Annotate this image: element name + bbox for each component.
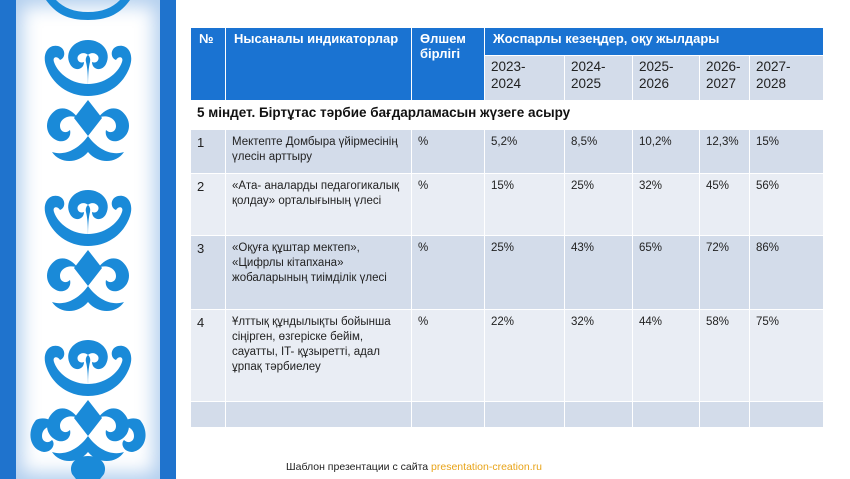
row-indicator: «Оқуға құштар мектеп», «Цифрлы кітапхана… <box>225 235 412 310</box>
table-row: 3 «Оқуға құштар мектеп», «Цифрлы кітапха… <box>190 235 825 310</box>
empty-cell <box>699 401 750 428</box>
ornament-panel <box>16 0 160 479</box>
row-value: 10,2% <box>632 129 700 174</box>
row-number: 4 <box>190 309 226 402</box>
row-value: 12,3% <box>699 129 750 174</box>
empty-row <box>190 401 825 428</box>
row-value: 5,2% <box>484 129 565 174</box>
header-number: № <box>190 27 226 101</box>
table-header-row: № Нысаналы индикаторлар Өлшем бірлігі Жо… <box>190 27 825 101</box>
row-value: 22% <box>484 309 565 402</box>
row-value: 8,5% <box>564 129 633 174</box>
header-periods: Жоспарлы кезеңдер, оқу жылдары <box>483 27 825 56</box>
row-indicator: Мектепте Домбыра үйірмесінің үлесін артт… <box>225 129 412 174</box>
row-unit: % <box>411 235 485 310</box>
footer-text: Шаблон презентации с сайта <box>286 461 429 473</box>
table-row: 4 Ұлттық құндылықты бойынша сіңірген, өз… <box>190 309 825 402</box>
row-value: 58% <box>699 309 750 402</box>
task-title: 5 міндет. Біртұтас тәрбие бағдарламасын … <box>189 100 825 130</box>
row-value: 43% <box>564 235 633 310</box>
row-value: 32% <box>632 173 700 236</box>
header-unit: Өлшем бірлігі <box>411 27 485 101</box>
footer-link[interactable]: presentation-creation.ru <box>431 461 542 473</box>
empty-cell <box>411 401 485 428</box>
left-decor-band <box>0 0 176 479</box>
year-cell: 2024- 2025 <box>564 55 633 101</box>
row-value: 65% <box>632 235 700 310</box>
empty-cell <box>484 401 565 428</box>
years-row: 2023- 2024 2024- 2025 2025- 2026 2026- 2… <box>191 55 825 101</box>
row-indicator: «Ата- аналарды педагогикалық қолдау» орт… <box>225 173 412 236</box>
table-row: 2 «Ата- аналарды педагогикалық қолдау» о… <box>190 173 825 236</box>
task-row: 5 міндет. Біртұтас тәрбие бағдарламасын … <box>189 100 825 130</box>
header-indicators: Нысаналы индикаторлар <box>225 27 412 101</box>
empty-cell <box>748 401 825 428</box>
indicators-table: № Нысаналы индикаторлар Өлшем бірлігі Жо… <box>189 27 825 428</box>
row-value: 86% <box>748 235 825 310</box>
empty-cell <box>190 401 226 428</box>
row-value: 75% <box>748 309 825 402</box>
row-unit: % <box>411 173 485 236</box>
empty-cell <box>564 401 633 428</box>
kazakh-ornament-icon <box>30 0 146 479</box>
row-value: 25% <box>564 173 633 236</box>
row-indicator: Ұлттық құндылықты бойынша сіңірген, өзге… <box>225 309 412 402</box>
row-value: 44% <box>632 309 700 402</box>
row-unit: % <box>411 309 485 402</box>
year-cell: 2026- 2027 <box>699 55 750 101</box>
row-value: 72% <box>699 235 750 310</box>
year-cell: 2023- 2024 <box>484 55 565 101</box>
row-number: 2 <box>190 173 226 236</box>
year-cell: 2027- 2028 <box>748 55 825 101</box>
row-number: 3 <box>190 235 226 310</box>
row-number: 1 <box>190 129 226 174</box>
row-value: 56% <box>748 173 825 236</box>
table-row: 1 Мектепте Домбыра үйірмесінің үлесін ар… <box>190 129 825 174</box>
row-value: 45% <box>699 173 750 236</box>
empty-cell <box>225 401 412 428</box>
row-value: 25% <box>484 235 565 310</box>
row-value: 15% <box>484 173 565 236</box>
empty-cell <box>632 401 700 428</box>
row-value: 32% <box>564 309 633 402</box>
year-cell: 2025- 2026 <box>632 55 700 101</box>
footer-credit: Шаблон презентации с сайта presentation-… <box>286 461 542 473</box>
row-value: 15% <box>748 129 825 174</box>
row-unit: % <box>411 129 485 174</box>
